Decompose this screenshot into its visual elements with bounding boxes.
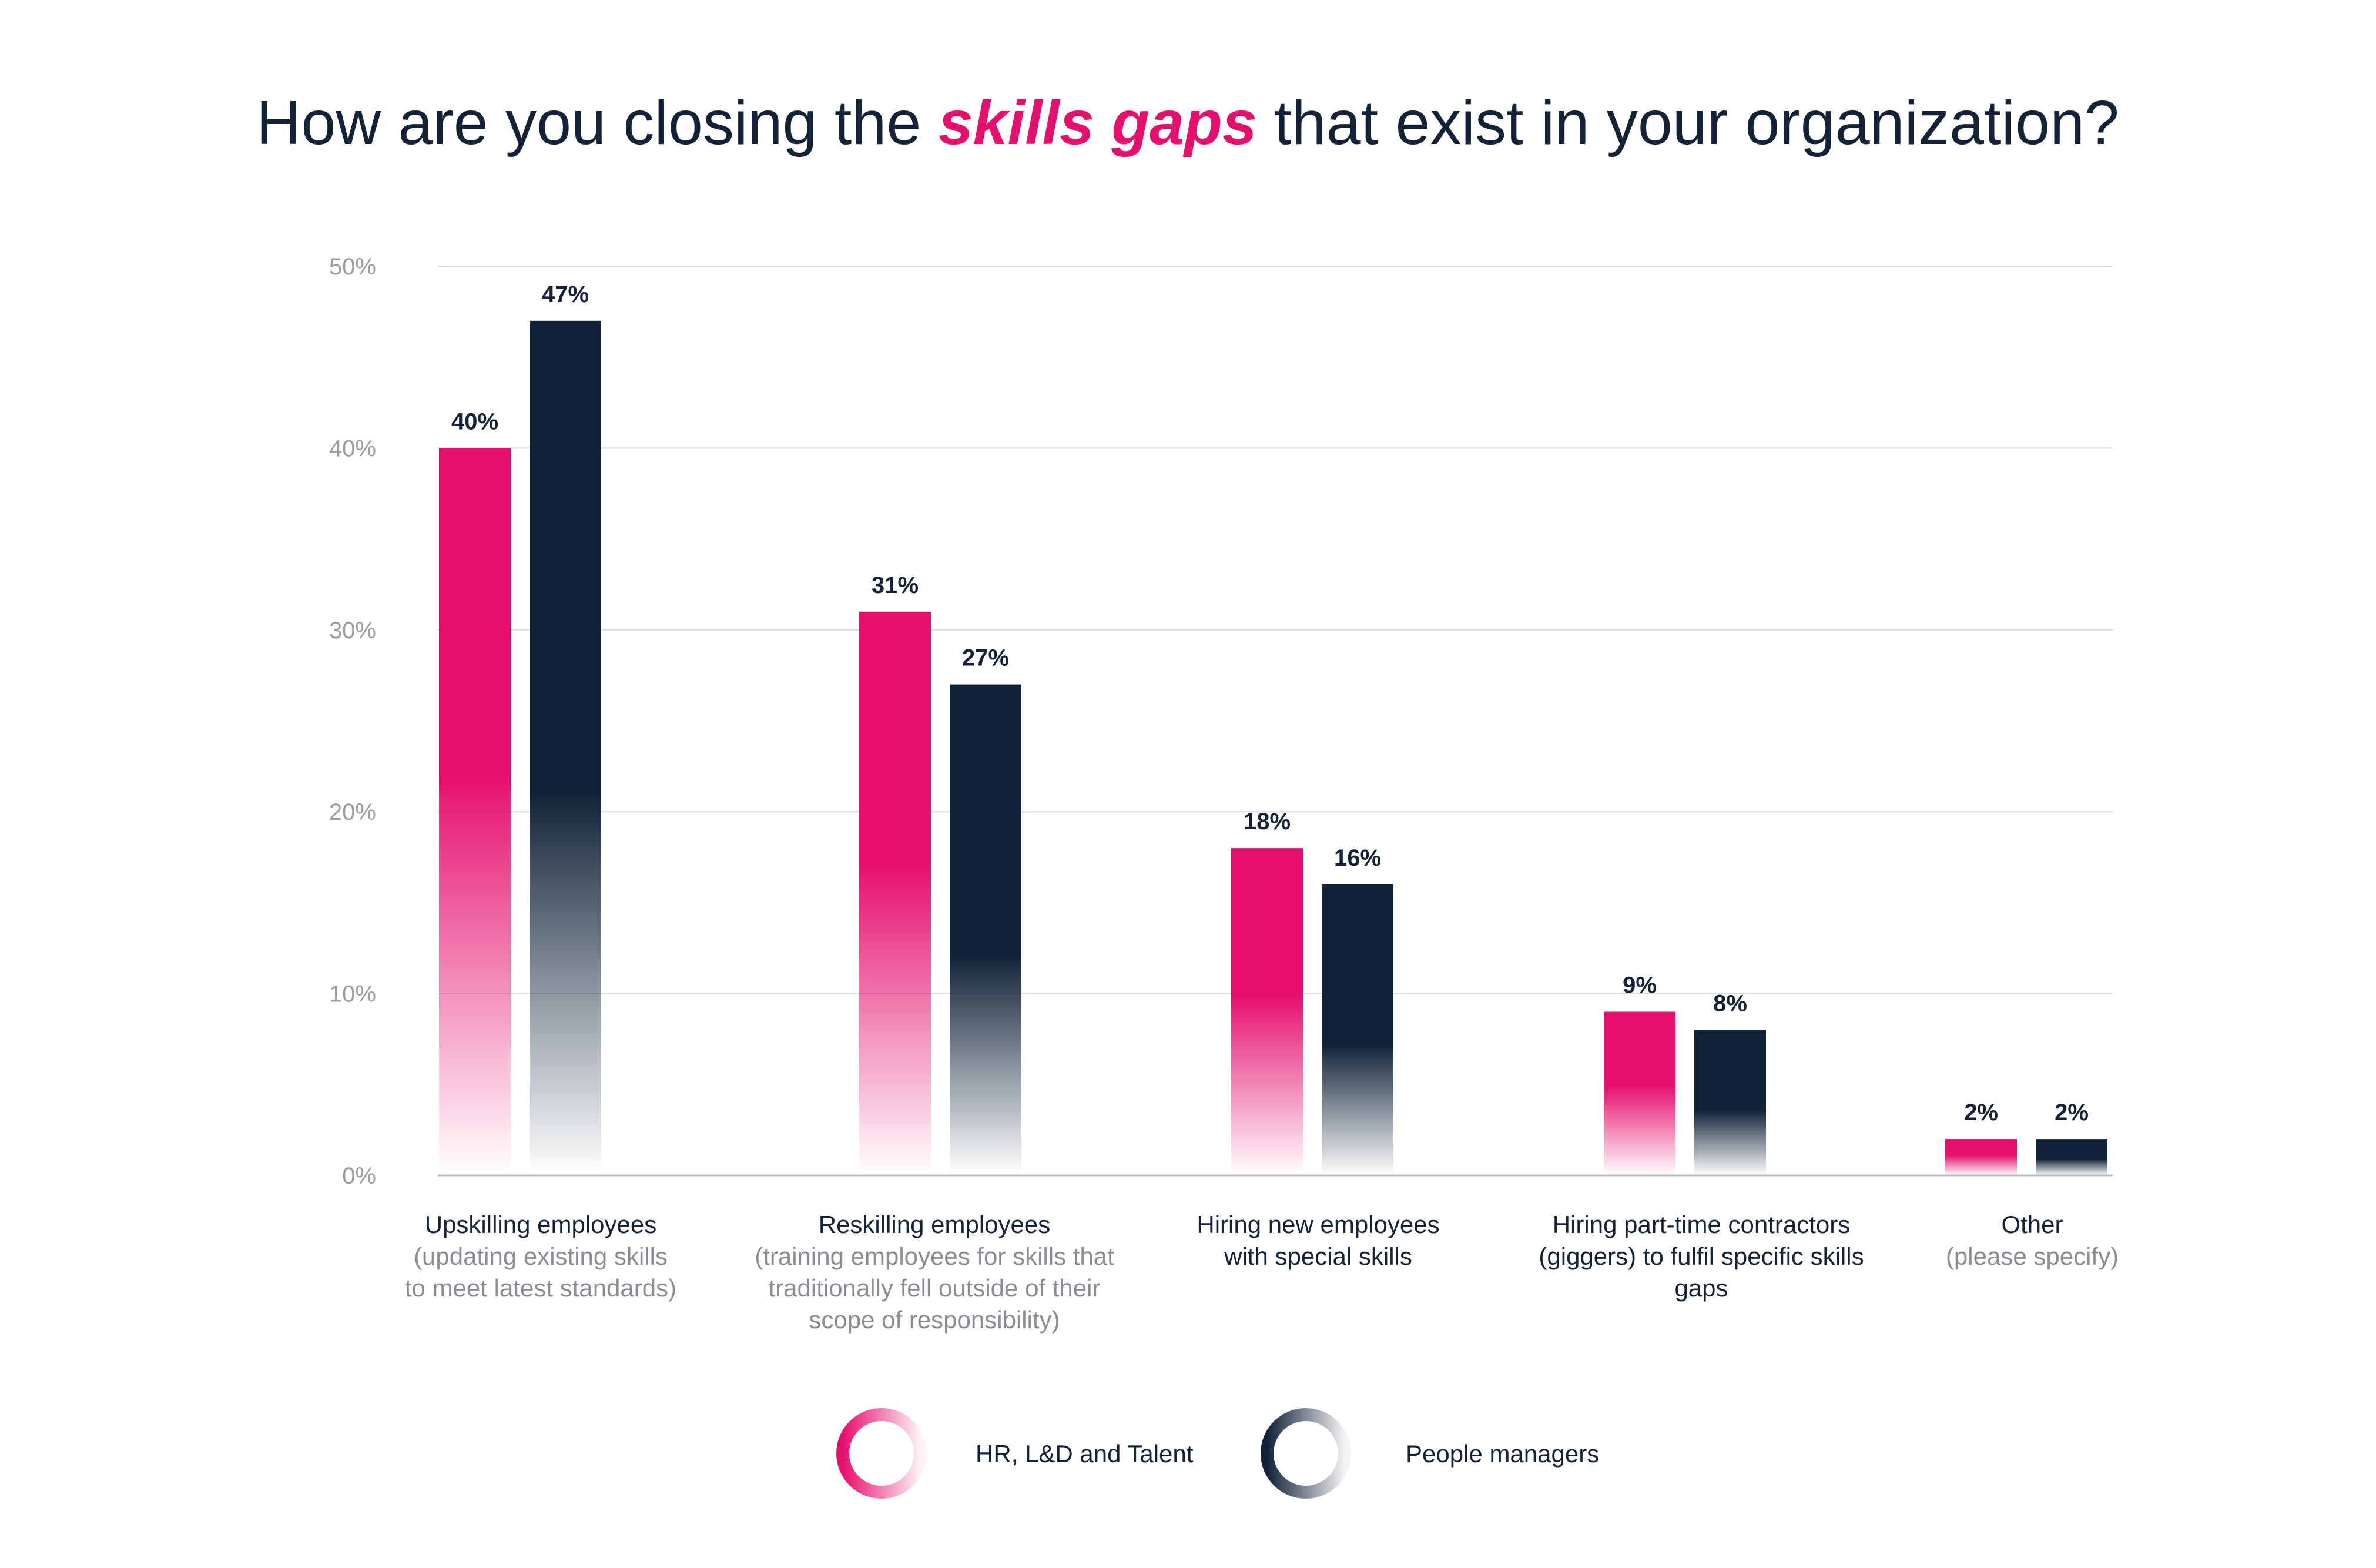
category-sublabel: (updating existing skills <box>414 1242 668 1270</box>
bars <box>439 320 2107 1175</box>
bar <box>1945 1139 2017 1175</box>
legend-ring-hr <box>836 1408 927 1499</box>
value-label: 9% <box>1623 973 1657 999</box>
bar <box>2036 1139 2107 1175</box>
value-label: 2% <box>2055 1100 2089 1125</box>
value-labels: 40% 47% 31% 27% 18% 16% 9% 8% 2% 2% <box>451 282 2089 1125</box>
category-label: with special skills <box>1224 1242 1412 1270</box>
bar <box>439 448 511 1175</box>
chart-title: How are you closing the skills gaps that… <box>256 88 2119 158</box>
category-sublabel: scope of responsibility) <box>809 1306 1060 1334</box>
category-sublabel: traditionally fell outside of their <box>769 1274 1101 1302</box>
bar <box>1322 884 1393 1175</box>
category-label: Other <box>2001 1211 2063 1238</box>
gridlines <box>438 266 2113 1177</box>
value-label: 47% <box>542 282 589 307</box>
bar <box>1604 1011 1675 1175</box>
chart-title-part-1: How are you closing the <box>256 88 939 158</box>
value-label: 40% <box>451 408 498 434</box>
category-labels: Upskilling employees (updating existing s… <box>405 1211 2119 1334</box>
category-sublabel: (please specify) <box>1946 1242 2119 1270</box>
bar <box>950 684 1021 1175</box>
y-tick-label: 40% <box>329 435 376 461</box>
chart-title-part-3: that exist in your organization? <box>1257 88 2119 158</box>
category-label: Upskilling employees <box>425 1211 657 1238</box>
bar <box>530 320 601 1175</box>
legend-ring-managers <box>1261 1408 1351 1499</box>
category-label: (giggers) to fulfil specific skills <box>1539 1242 1864 1270</box>
y-tick-label: 10% <box>329 981 376 1007</box>
value-label: 27% <box>962 645 1009 671</box>
category-label: Hiring new employees <box>1197 1211 1439 1238</box>
category-label: Reskilling employees <box>819 1211 1051 1238</box>
y-tick-label: 30% <box>329 618 376 644</box>
legend-label-managers: People managers <box>1406 1440 1599 1468</box>
legend-label-hr: HR, L&D and Talent <box>976 1440 1194 1468</box>
y-axis-ticks: 0% 10% 20% 30% 40% 50% <box>329 254 376 1189</box>
category-sublabel: (training employees for skills that <box>755 1242 1114 1270</box>
bar <box>1231 848 1303 1175</box>
value-label: 16% <box>1334 845 1381 871</box>
y-tick-label: 0% <box>342 1163 376 1189</box>
y-tick-label: 50% <box>329 254 376 280</box>
chart-title-highlight: skills gaps <box>939 88 1257 158</box>
value-label: 18% <box>1244 809 1291 835</box>
value-label: 2% <box>1964 1100 1998 1125</box>
value-label: 31% <box>872 572 919 598</box>
bar <box>859 611 931 1175</box>
bar <box>1694 1030 1766 1175</box>
category-sublabel: to meet latest standards) <box>405 1274 676 1302</box>
category-label: Hiring part-time contractors <box>1553 1211 1850 1238</box>
legend: HR, L&D and Talent People managers <box>836 1408 1599 1499</box>
value-label: 8% <box>1713 990 1747 1016</box>
y-tick-label: 20% <box>329 799 376 825</box>
category-label: gaps <box>1674 1274 1728 1302</box>
